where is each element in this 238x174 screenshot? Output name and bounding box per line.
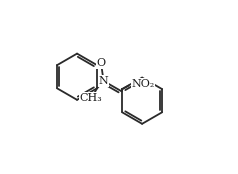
Text: O: O: [96, 58, 106, 68]
Text: CH₃: CH₃: [80, 93, 102, 103]
Text: NO₂: NO₂: [132, 79, 155, 89]
Text: N: N: [99, 76, 109, 86]
